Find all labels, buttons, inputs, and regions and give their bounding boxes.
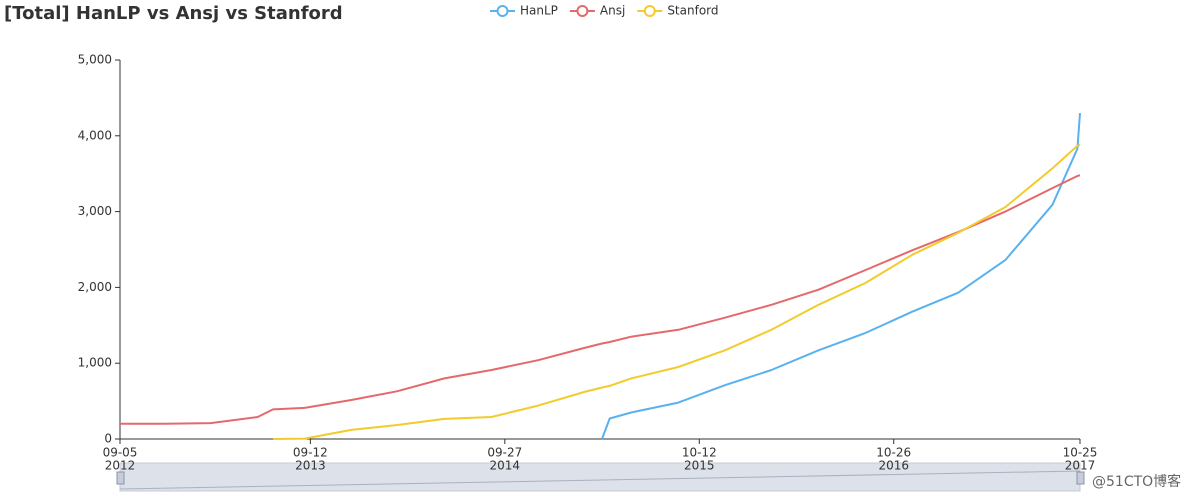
x-tick-label: 2014: [490, 459, 521, 473]
x-tick-label: 10-12: [682, 446, 717, 460]
legend-marker: [576, 5, 589, 17]
zoom-shadow: [119, 470, 1081, 490]
chart-title: [Total] HanLP vs Ansj vs Stanford: [4, 3, 343, 24]
x-tick-label: 09-12: [293, 446, 328, 460]
x-tick-label: 09-27: [487, 446, 522, 460]
x-tick-label: 2017: [1065, 459, 1096, 473]
y-tick-label: 4,000: [78, 128, 112, 142]
legend-marker: [643, 5, 656, 17]
series-line: [120, 174, 1081, 425]
legend-label: HanLP: [520, 4, 558, 18]
series-line: [272, 143, 1081, 440]
x-tick-label: 09-05: [103, 446, 138, 460]
legend-label: Ansj: [600, 4, 625, 18]
y-tick-label: 3,000: [78, 204, 112, 218]
legend-label: Stanford: [667, 4, 718, 18]
x-tick-label: 2015: [684, 459, 715, 473]
series-line: [601, 113, 1081, 440]
x-tick-label: 10-25: [1063, 446, 1098, 460]
legend-item[interactable]: Ansj: [569, 4, 625, 18]
zoom-handle[interactable]: [1076, 471, 1085, 485]
watermark: @51CTO博客: [1092, 473, 1181, 490]
y-tick-label: 5,000: [78, 53, 112, 67]
legend-item[interactable]: HanLP: [490, 4, 558, 18]
legend-marker: [496, 5, 509, 17]
y-tick-label: 0: [104, 432, 112, 446]
x-tick-label: 2016: [878, 459, 909, 473]
data-zoom[interactable]: [116, 462, 1085, 492]
legend-item[interactable]: Stanford: [637, 4, 719, 18]
zoom-handle[interactable]: [116, 471, 125, 485]
x-tick-label: 2012: [105, 459, 136, 473]
x-tick-label: 10-26: [876, 446, 911, 460]
y-tick-label: 2,000: [78, 280, 112, 294]
x-tick-label: 2013: [295, 459, 326, 473]
y-tick-label: 1,000: [78, 356, 112, 370]
